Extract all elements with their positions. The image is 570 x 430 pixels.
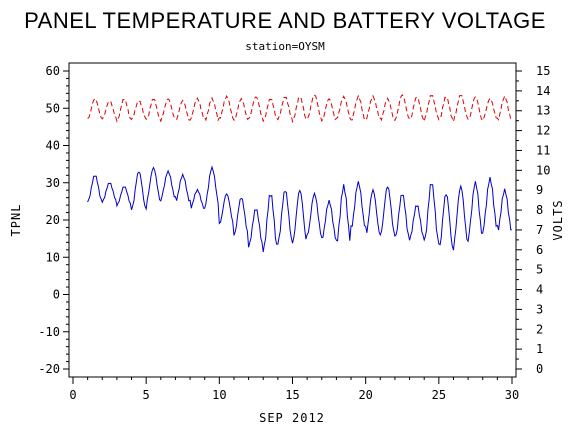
x-tick-label: 30 [505, 388, 519, 402]
y-right-tick-label: 6 [536, 243, 543, 257]
x-tick-label: 10 [212, 388, 226, 402]
left-axis: -20 -10 0 10 20 30 40 50 60 [38, 64, 69, 376]
y-right-tick-label: 1 [536, 342, 543, 356]
y-left-tick-label: 0 [53, 288, 60, 302]
x-axis-label: SEP 2012 [259, 411, 325, 425]
y-right-tick-label: 8 [536, 203, 543, 217]
y-right-tick-label: 3 [536, 302, 543, 316]
x-tick-label: 15 [285, 388, 299, 402]
y-right-tick-label: 14 [536, 84, 550, 98]
series-line-volts [87, 93, 513, 124]
y-left-tick-label: 50 [46, 101, 60, 115]
y-right-tick-label: 2 [536, 322, 543, 336]
y-left-tick-label: 40 [46, 139, 60, 153]
y-right-tick-label: 5 [536, 263, 543, 277]
y-left-tick-label: 20 [46, 213, 60, 227]
y-right-tick-label: 9 [536, 183, 543, 197]
y-left-tick-label: 10 [46, 250, 60, 264]
y-right-tick-label: 7 [536, 223, 543, 237]
y-left-tick-label: 30 [46, 176, 60, 190]
series-layer [87, 93, 513, 253]
bottom-axis: 0 5 10 15 20 25 30 [69, 377, 519, 402]
y-right-tick-label: 11 [536, 143, 550, 157]
y-left-tick-label: -10 [38, 325, 60, 339]
y-left-tick-label: -20 [38, 362, 60, 376]
y-right-tick-label: 15 [536, 64, 550, 78]
y-right-tick-label: 12 [536, 124, 550, 138]
series-line-tpnl [87, 165, 513, 253]
chart-subtitle: station=OYSM [245, 40, 325, 53]
y-right-tick-label: 4 [536, 283, 543, 297]
y-left-tick-label: 60 [46, 64, 60, 78]
chart-title: PANEL TEMPERATURE AND BATTERY VOLTAGE [24, 8, 546, 33]
x-tick-label: 5 [143, 388, 150, 402]
plot-frame [68, 62, 517, 378]
y-right-tick-label: 13 [536, 104, 550, 118]
x-tick-label: 20 [358, 388, 372, 402]
y-right-tick-label: 0 [536, 362, 543, 376]
x-tick-label: 0 [69, 388, 76, 402]
plot-border [68, 62, 517, 378]
y-right-tick-label: 10 [536, 163, 550, 177]
y-axis-right-label: VOLTS [551, 199, 565, 240]
x-tick-label: 25 [432, 388, 446, 402]
y-axis-left-label: TPNL [9, 204, 23, 237]
